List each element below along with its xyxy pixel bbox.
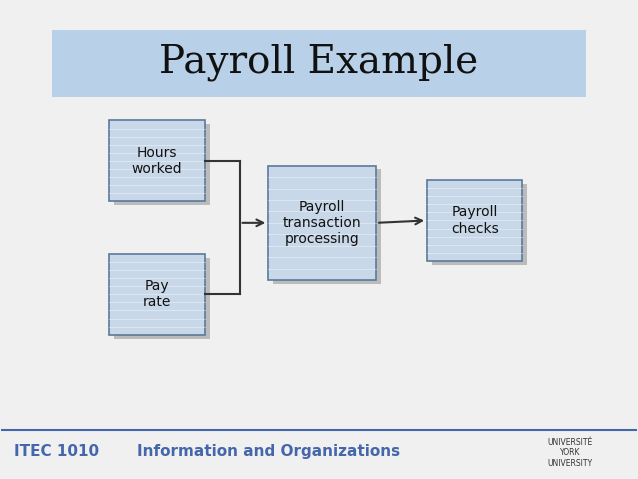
Text: ITEC 1010: ITEC 1010 xyxy=(14,444,100,459)
Text: Pay
rate: Pay rate xyxy=(143,279,171,309)
FancyBboxPatch shape xyxy=(109,120,205,201)
FancyBboxPatch shape xyxy=(427,180,523,261)
FancyBboxPatch shape xyxy=(268,166,376,280)
Text: Payroll
checks: Payroll checks xyxy=(451,205,498,236)
Text: UNIVERSITÉ
YORK
UNIVERSITY: UNIVERSITÉ YORK UNIVERSITY xyxy=(547,438,593,468)
FancyBboxPatch shape xyxy=(109,254,205,335)
FancyBboxPatch shape xyxy=(432,184,528,265)
FancyBboxPatch shape xyxy=(114,258,210,339)
Text: Payroll
transaction
processing: Payroll transaction processing xyxy=(283,200,362,246)
FancyBboxPatch shape xyxy=(273,170,382,284)
FancyBboxPatch shape xyxy=(114,124,210,205)
Text: Information and Organizations: Information and Organizations xyxy=(137,444,400,459)
Text: Hours
worked: Hours worked xyxy=(131,146,182,176)
FancyBboxPatch shape xyxy=(52,30,586,97)
Text: Payroll Example: Payroll Example xyxy=(160,43,478,80)
